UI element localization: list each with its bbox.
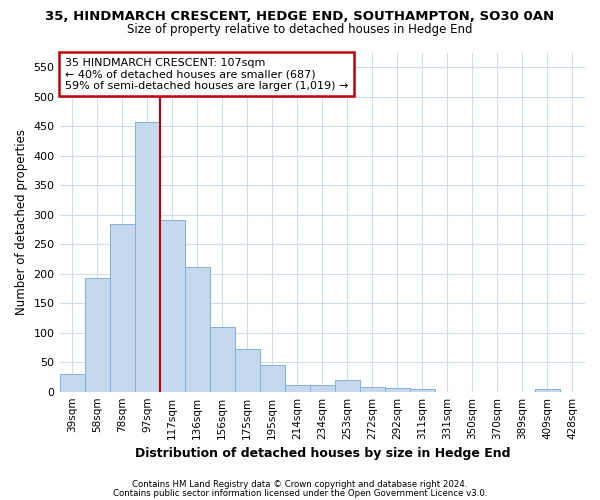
Bar (410, 388, 435, 392)
Bar (160, 220, 185, 392)
Bar (185, 266, 209, 392)
Text: 35, HINDMARCH CRESCENT, HEDGE END, SOUTHAMPTON, SO30 0AN: 35, HINDMARCH CRESCENT, HEDGE END, SOUTH… (46, 10, 554, 23)
Text: Size of property relative to detached houses in Hedge End: Size of property relative to detached ho… (127, 22, 473, 36)
Bar (310, 384, 335, 392)
X-axis label: Distribution of detached houses by size in Hedge End: Distribution of detached houses by size … (134, 447, 510, 460)
Bar (235, 348, 260, 392)
Bar (360, 387, 385, 392)
Bar (134, 122, 160, 392)
Bar (335, 380, 360, 392)
Y-axis label: Number of detached properties: Number of detached properties (15, 129, 28, 315)
Bar (535, 388, 560, 392)
Text: Contains HM Land Registry data © Crown copyright and database right 2024.: Contains HM Land Registry data © Crown c… (132, 480, 468, 489)
Bar (285, 384, 310, 392)
Bar (209, 328, 235, 392)
Bar (260, 364, 285, 392)
Text: 35 HINDMARCH CRESCENT: 107sqm
← 40% of detached houses are smaller (687)
59% of : 35 HINDMARCH CRESCENT: 107sqm ← 40% of d… (65, 58, 348, 91)
Bar (110, 224, 134, 392)
Bar (385, 388, 410, 392)
Bar (59, 374, 85, 392)
Bar (85, 278, 110, 392)
Text: Contains public sector information licensed under the Open Government Licence v3: Contains public sector information licen… (113, 489, 487, 498)
